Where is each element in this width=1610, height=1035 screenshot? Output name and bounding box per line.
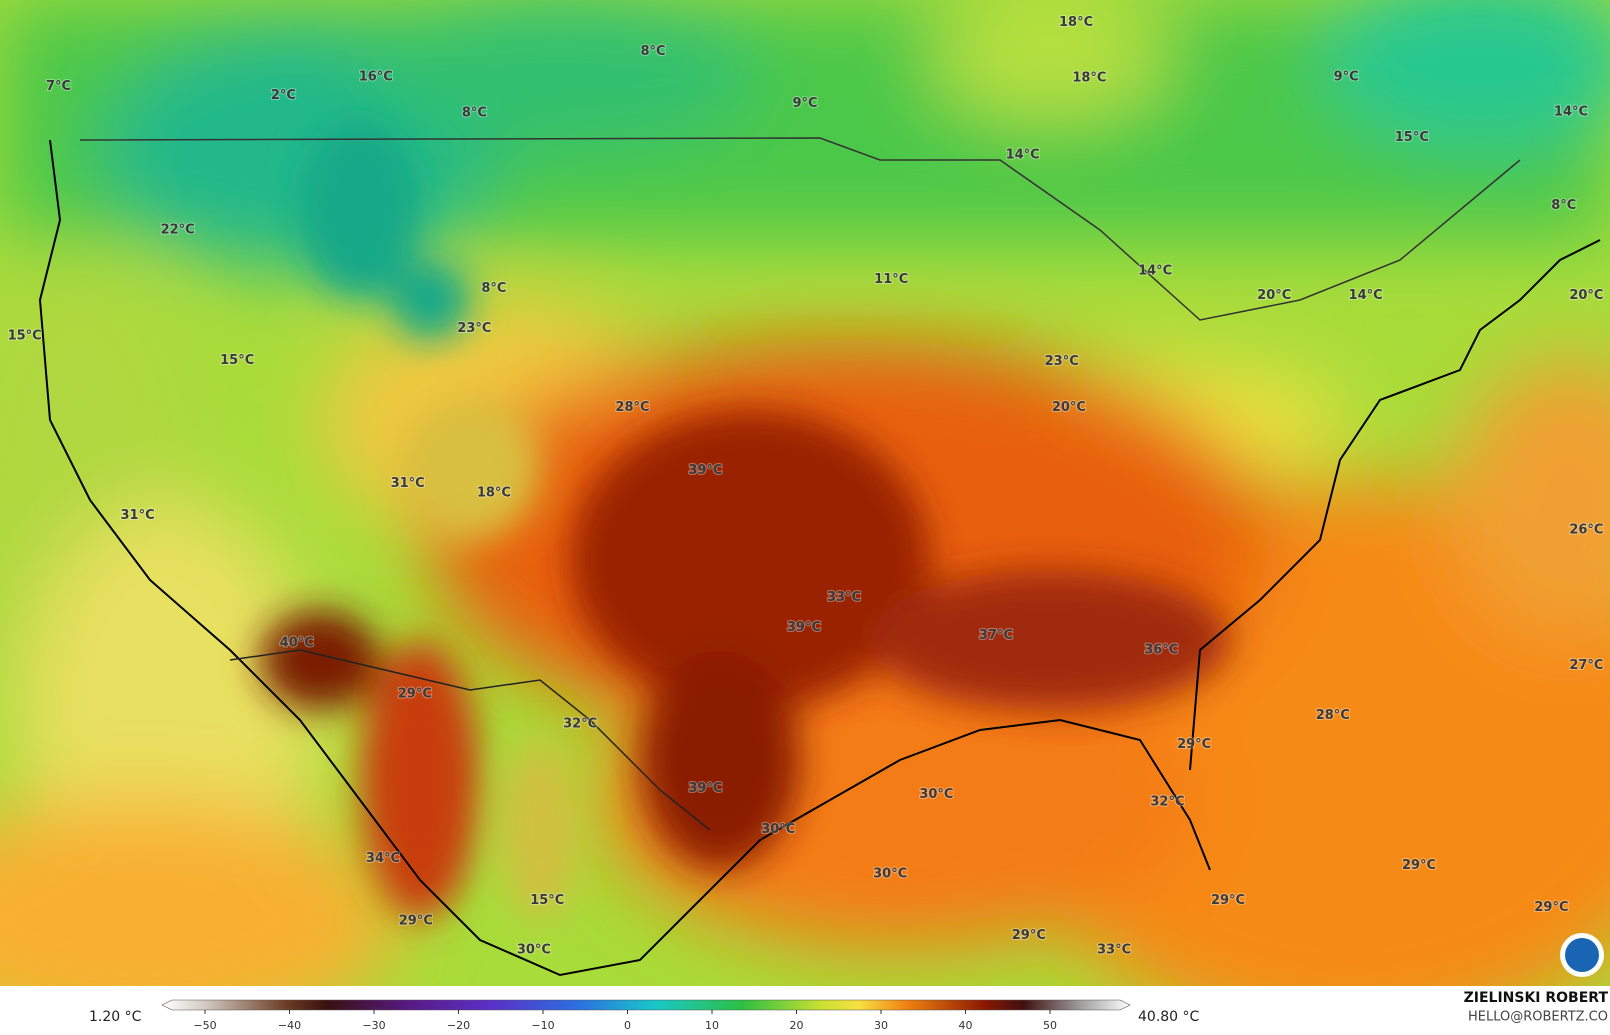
colorbar <box>161 999 1131 1011</box>
temperature-label: 8°C <box>1551 198 1576 213</box>
temperature-label: 28°C <box>1316 708 1350 723</box>
temperature-label: 8°C <box>481 281 506 296</box>
colorbar-tick-label: 0 <box>624 1019 631 1032</box>
temperature-label: 18°C <box>1072 71 1106 86</box>
temperature-label: 34°C <box>366 851 400 866</box>
temperature-label: 30°C <box>761 822 795 837</box>
temperature-label: 18°C <box>477 485 511 500</box>
colorbar-tick-label: 10 <box>705 1019 719 1032</box>
credit-name: ZIELINSKI ROBERT <box>1464 990 1609 1006</box>
temperature-label: 29°C <box>1177 737 1211 752</box>
temperature-label: 20°C <box>1569 288 1603 303</box>
temperature-label: 18°C <box>1059 15 1093 30</box>
temperature-label: 30°C <box>517 942 551 957</box>
border <box>229 649 711 831</box>
temperature-label: 2°C <box>271 88 296 103</box>
temperature-label: 14°C <box>1554 104 1588 119</box>
temperature-label: 39°C <box>787 620 821 635</box>
temperature-label: 15°C <box>8 328 42 343</box>
colorbar-max: 40.80 °C <box>1138 1009 1200 1025</box>
temperature-label: 20°C <box>1257 288 1291 303</box>
temperature-label: 20°C <box>1052 400 1086 415</box>
colorbar-tick-label: −40 <box>278 1019 301 1032</box>
temperature-label: 9°C <box>792 96 817 111</box>
temperature-label: 8°C <box>462 105 487 120</box>
temperature-label: 15°C <box>220 353 254 368</box>
temperature-label: 39°C <box>688 463 722 478</box>
temperature-label: 14°C <box>1138 264 1172 279</box>
temperature-label: 11°C <box>874 272 908 287</box>
temperature-label: 40°C <box>280 635 314 650</box>
colorbar-tick-label: 50 <box>1043 1019 1057 1032</box>
colorbar-min: 1.20 °C <box>89 1009 142 1025</box>
temperature-label: 39°C <box>688 781 722 796</box>
temperature-label: 37°C <box>979 628 1013 643</box>
colorbar-tick-label: −10 <box>531 1019 554 1032</box>
temperature-label: 33°C <box>1097 942 1131 957</box>
temperature-label: 29°C <box>399 914 433 929</box>
temperature-label: 33°C <box>827 590 861 605</box>
border <box>79 137 1521 321</box>
temperature-label: 9°C <box>1334 70 1359 85</box>
temperature-label: 23°C <box>1045 354 1079 369</box>
colorbar-tick-label: −30 <box>362 1019 385 1032</box>
temperature-label: 29°C <box>1402 858 1436 873</box>
temperature-label: 22°C <box>161 223 195 238</box>
temperature-label: 15°C <box>530 893 564 908</box>
temperature-label: 29°C <box>1012 928 1046 943</box>
temperature-label: 26°C <box>1569 522 1603 537</box>
temperature-label: 30°C <box>873 866 907 881</box>
colorbar-tick-label: −20 <box>447 1019 470 1032</box>
noaa-logo <box>1565 938 1599 972</box>
temperature-label: 29°C <box>1534 900 1568 915</box>
credit-email: HELLO@ROBERTZ.CO <box>1468 1010 1608 1025</box>
temperature-label: 14°C <box>1006 148 1040 163</box>
temperature-label: 8°C <box>640 44 665 59</box>
coastline <box>38 139 1601 977</box>
footer <box>0 986 1610 1035</box>
temperature-label: 14°C <box>1349 288 1383 303</box>
colorbar-tick-label: −50 <box>193 1019 216 1032</box>
temperature-label: 32°C <box>563 716 597 731</box>
temperature-label: 29°C <box>1211 893 1245 908</box>
temperature-label: 28°C <box>615 400 649 415</box>
temperature-label: 29°C <box>398 687 432 702</box>
temperature-label: 31°C <box>121 508 155 523</box>
temperature-label: 27°C <box>1569 658 1603 673</box>
colorbar-tick-label: 40 <box>959 1019 973 1032</box>
temperature-label: 30°C <box>919 787 953 802</box>
temperature-label: 15°C <box>1395 130 1429 145</box>
colorbar-tick-label: 20 <box>790 1019 804 1032</box>
temperature-label: 7°C <box>46 79 71 94</box>
colorbar-tick-label: 30 <box>874 1019 888 1032</box>
temperature-label: 32°C <box>1150 794 1184 809</box>
temperature-label: 31°C <box>391 476 425 491</box>
temperature-label: 36°C <box>1144 642 1178 657</box>
temperature-label: 23°C <box>457 321 491 336</box>
temperature-label: 16°C <box>359 70 393 85</box>
